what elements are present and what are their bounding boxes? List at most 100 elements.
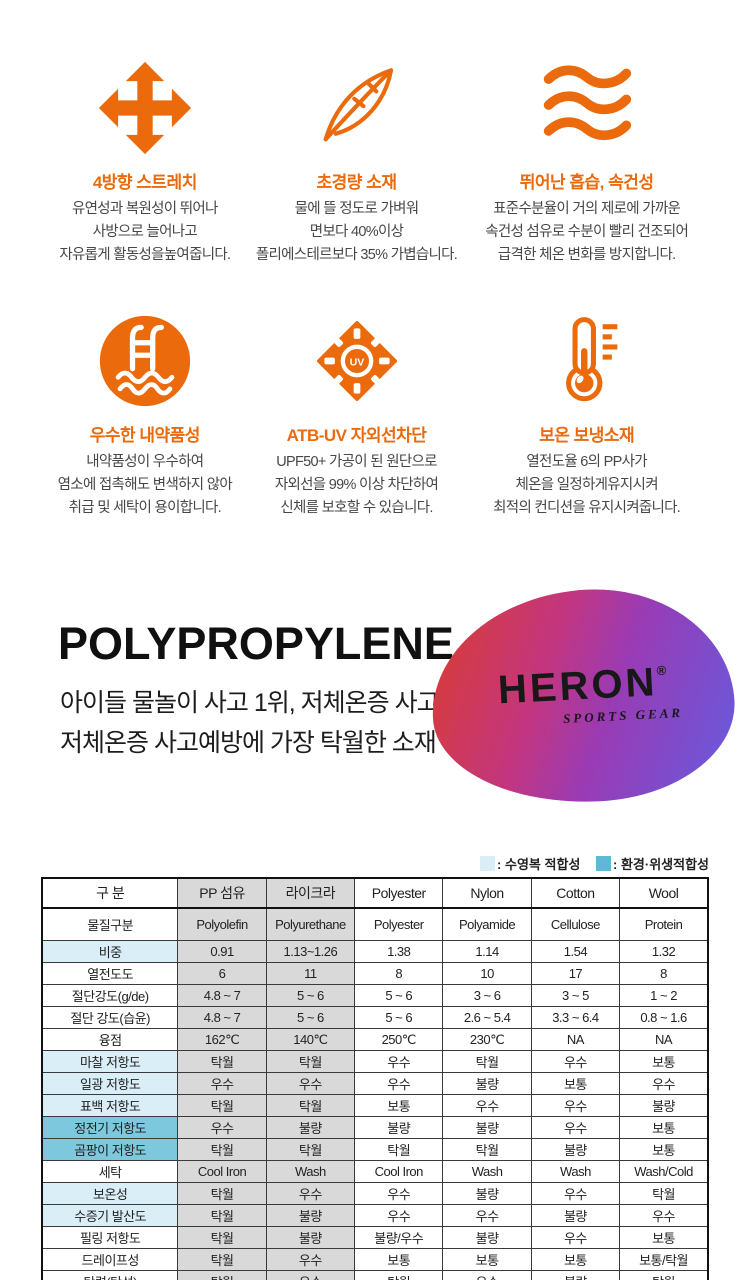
table-row: 필링 저항도 탁월 불량 불량/우수 불량 우수 보통 bbox=[41, 1226, 709, 1249]
table-row: 세탁 Cool Iron Wash Cool Iron Wash Wash Wash/Co… bbox=[41, 1160, 709, 1183]
table-cell: 5 ~ 6 bbox=[265, 1006, 356, 1029]
table-cell: 250℃ bbox=[354, 1028, 444, 1051]
table-cell: 0.91 bbox=[177, 940, 267, 963]
table-cell: 3 ~ 6 bbox=[442, 984, 532, 1007]
table-row: 수증기 발산도 탁월 불량 우수 우수 불량 우수 bbox=[41, 1204, 709, 1227]
table-cell: Cellulose bbox=[530, 907, 621, 941]
table-cell: 우수 bbox=[177, 1116, 267, 1139]
table-cell: 탁월 bbox=[265, 1138, 356, 1161]
table-cell: 140℃ bbox=[265, 1028, 356, 1051]
table-cell: 1.54 bbox=[530, 940, 621, 963]
table-cell: 우수 bbox=[442, 1270, 532, 1280]
row-label: 표백 저항도 bbox=[41, 1094, 179, 1117]
registered-mark: ® bbox=[656, 662, 667, 679]
table-cell: 우수 bbox=[530, 1050, 621, 1073]
table-row: 표백 저항도 탁월 탁월 보통 우수 우수 불량 bbox=[41, 1094, 709, 1117]
table-cell: 10 bbox=[442, 962, 532, 985]
fiber-comparison-table: 구 분 PP 섬유 라이크라 Polyester Nylon Cotton Wool 물질구… bbox=[41, 877, 709, 1280]
table-cell: 11 bbox=[265, 962, 356, 985]
table-header-cell: Polyester bbox=[354, 877, 444, 909]
row-label: 물질구분 bbox=[41, 907, 179, 941]
table-cell: 우수 bbox=[354, 1204, 444, 1227]
table-cell: 탁월 bbox=[265, 1050, 356, 1073]
uv-sun-diamond-icon: UV bbox=[251, 311, 463, 411]
feature-title: 보온 보냉소재 bbox=[539, 426, 635, 445]
feature-text-line: 속건성 섬유로 수분이 빨리 건조되어 bbox=[485, 224, 689, 240]
table-cell: 8 bbox=[619, 962, 709, 985]
table-cell: 우수 bbox=[530, 1116, 621, 1139]
table-header-cell: Nylon bbox=[442, 877, 532, 909]
feature-title: 우수한 내약품성 bbox=[89, 426, 201, 445]
table-cell: 우수 bbox=[265, 1072, 356, 1095]
table-cell: 0.8 ~ 1.6 bbox=[619, 1006, 709, 1029]
feature-stretch: 4방향 스트레치 유연성과 복원성이 뛰어나 사방으로 늘어나고 자유롭게 활동… bbox=[39, 58, 251, 267]
feature-text-line: 물에 뜰 정도로 가벼워 bbox=[294, 201, 419, 217]
table-cell: 불량 bbox=[265, 1204, 356, 1227]
table-cell: Wash/Cold bbox=[619, 1160, 709, 1183]
table-cell: 우수 bbox=[354, 1072, 444, 1095]
table-cell: 탁월 bbox=[619, 1270, 709, 1280]
table-cell: 3.3 ~ 6.4 bbox=[530, 1006, 621, 1029]
table-cell: 230℃ bbox=[442, 1028, 532, 1051]
table-cell: 불량 bbox=[442, 1072, 532, 1095]
table-cell: 보통 bbox=[530, 1248, 621, 1271]
table-cell: 불량 bbox=[530, 1204, 621, 1227]
feature-text-line: 유연성과 복원성이 뛰어나 bbox=[71, 201, 218, 217]
table-cell: NA bbox=[530, 1028, 621, 1051]
feature-title: 초경량 소재 bbox=[316, 173, 397, 192]
pool-ladder-icon bbox=[39, 311, 251, 411]
table-cell: 우수 bbox=[265, 1270, 356, 1280]
row-label: 일광 저항도 bbox=[41, 1072, 179, 1095]
table-cell: 보통 bbox=[530, 1072, 621, 1095]
table-row: 드레이프성 탁월 우수 보통 보통 보통 보통/탁월 bbox=[41, 1248, 709, 1271]
feature-text-line: 염소에 접촉해도 변색하지 않아 bbox=[57, 477, 233, 493]
table-cell: 탁월 bbox=[265, 1094, 356, 1117]
table-cell: 162℃ bbox=[177, 1028, 267, 1051]
table-cell: 불량 bbox=[265, 1226, 356, 1249]
table-cell: Cool Iron bbox=[177, 1160, 267, 1183]
table-cell: 1.14 bbox=[442, 940, 532, 963]
feature-text-line: 최적의 컨디션을 유지시켜줍니다. bbox=[493, 500, 681, 516]
table-cell: 불량/우수 bbox=[354, 1226, 444, 1249]
feature-quick-dry: 뛰어난 흡습, 속건성 표준수분율이 거의 제로에 가까운 속건성 섬유로 수분… bbox=[462, 58, 711, 267]
row-label: 절단강도(g/de) bbox=[41, 984, 179, 1007]
row-label: 비중 bbox=[41, 940, 179, 963]
hero-subtitle: 아이들 물놀이 사고 1위, 저체온증 사고 저체온증 사고예방에 가장 탁월한… bbox=[60, 683, 440, 763]
row-label: 정전기 저항도 bbox=[41, 1116, 179, 1139]
hero-section: POLYPROPYLENE 아이들 물놀이 사고 1위, 저체온증 사고 저체온… bbox=[0, 582, 750, 810]
table-cell: 보통 bbox=[619, 1226, 709, 1249]
page-title: POLYPROPYLENE bbox=[58, 618, 454, 669]
table-cell: Polyamide bbox=[442, 907, 532, 941]
table-header-row: 구 분 PP 섬유 라이크라 Polyester Nylon Cotton Wool bbox=[41, 877, 709, 909]
table-cell: 우수 bbox=[442, 1204, 532, 1227]
row-label: 세탁 bbox=[41, 1160, 179, 1183]
feature-row-1: 4방향 스트레치 유연성과 복원성이 뛰어나 사방으로 늘어나고 자유롭게 활동… bbox=[39, 0, 711, 267]
hero-subtitle-line: 저체온증 사고예방에 가장 탁월한 소재 bbox=[60, 729, 437, 757]
swim-suitability-swatch bbox=[480, 856, 496, 871]
table-cell: 보통 bbox=[442, 1248, 532, 1271]
feature-lightweight: 초경량 소재 물에 뜰 정도로 가벼워 면보다 40%이상 폴리에스테르보다 3… bbox=[251, 58, 463, 267]
feature-text-line: 자유롭게 활동성을높여줍니다. bbox=[59, 247, 231, 263]
table-cell: 우수 bbox=[177, 1072, 267, 1095]
table-cell: 4.8 ~ 7 bbox=[177, 1006, 267, 1029]
table-cell: 불량 bbox=[442, 1182, 532, 1205]
table-cell: 보통/탁월 bbox=[619, 1248, 709, 1271]
table-cell: Protein bbox=[619, 907, 709, 941]
table-cell: 탁월 bbox=[619, 1182, 709, 1205]
table-header-cell: PP 섬유 bbox=[177, 877, 267, 909]
table-cell: 탁월 bbox=[177, 1138, 267, 1161]
table-cell: 우수 bbox=[442, 1094, 532, 1117]
table-cell: 1.38 bbox=[354, 940, 444, 963]
table-cell: Polyurethane bbox=[265, 907, 356, 941]
feature-text-line: 사방으로 늘어나고 bbox=[92, 224, 198, 240]
table-cell: 2.6 ~ 5.4 bbox=[442, 1006, 532, 1029]
table-cell: 5 ~ 6 bbox=[354, 984, 444, 1007]
four-way-arrows-icon bbox=[39, 58, 251, 158]
table-cell: 보통 bbox=[619, 1116, 709, 1139]
table-cell: 보통 bbox=[354, 1094, 444, 1117]
svg-text:UV: UV bbox=[349, 356, 364, 368]
legend-item-swim: : 수영복 적합성 bbox=[480, 854, 580, 873]
table-cell: 탁월 bbox=[177, 1248, 267, 1271]
